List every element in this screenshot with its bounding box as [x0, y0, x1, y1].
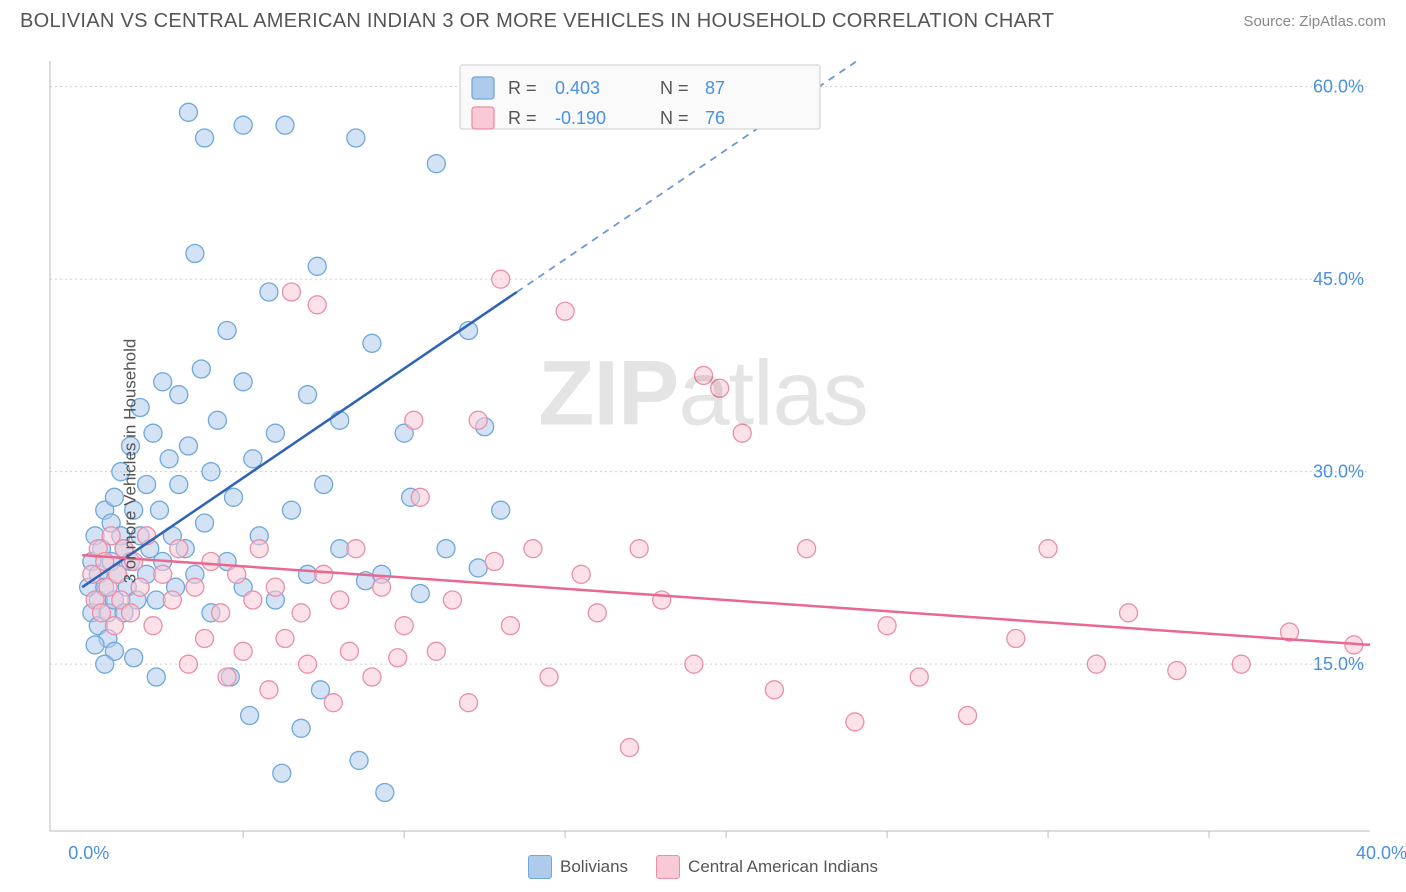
- svg-text:R =: R =: [508, 108, 537, 128]
- legend-label-cai: Central American Indians: [688, 857, 878, 877]
- svg-text:N =: N =: [660, 108, 689, 128]
- legend-label-bolivians: Bolivians: [560, 857, 628, 877]
- chart-container: 3 or more Vehicles in Household ZIPatlas…: [0, 41, 1406, 881]
- svg-text:45.0%: 45.0%: [1313, 269, 1364, 289]
- svg-text:R =: R =: [508, 78, 537, 98]
- svg-text:N =: N =: [660, 78, 689, 98]
- svg-text:15.0%: 15.0%: [1313, 654, 1364, 674]
- legend-item-cai: Central American Indians: [656, 855, 878, 879]
- y-axis-title: 3 or more Vehicles in Household: [120, 339, 140, 584]
- svg-text:60.0%: 60.0%: [1313, 77, 1364, 97]
- legend-item-bolivians: Bolivians: [528, 855, 628, 879]
- chart-title: BOLIVIAN VS CENTRAL AMERICAN INDIAN 3 OR…: [20, 10, 1054, 33]
- legend-swatch-blue: [528, 855, 552, 879]
- svg-text:76: 76: [705, 108, 725, 128]
- svg-text:87: 87: [705, 78, 725, 98]
- svg-text:30.0%: 30.0%: [1313, 462, 1364, 482]
- legend-swatch-pink: [656, 855, 680, 879]
- legend-bottom: Bolivians Central American Indians: [0, 855, 1406, 879]
- svg-text:-0.190: -0.190: [555, 108, 606, 128]
- chart-source: Source: ZipAtlas.com: [1243, 13, 1386, 30]
- svg-text:0.403: 0.403: [555, 78, 600, 98]
- scatter-chart: 15.0%30.0%45.0%60.0%0.0%40.0%R = 0.403N …: [0, 41, 1406, 881]
